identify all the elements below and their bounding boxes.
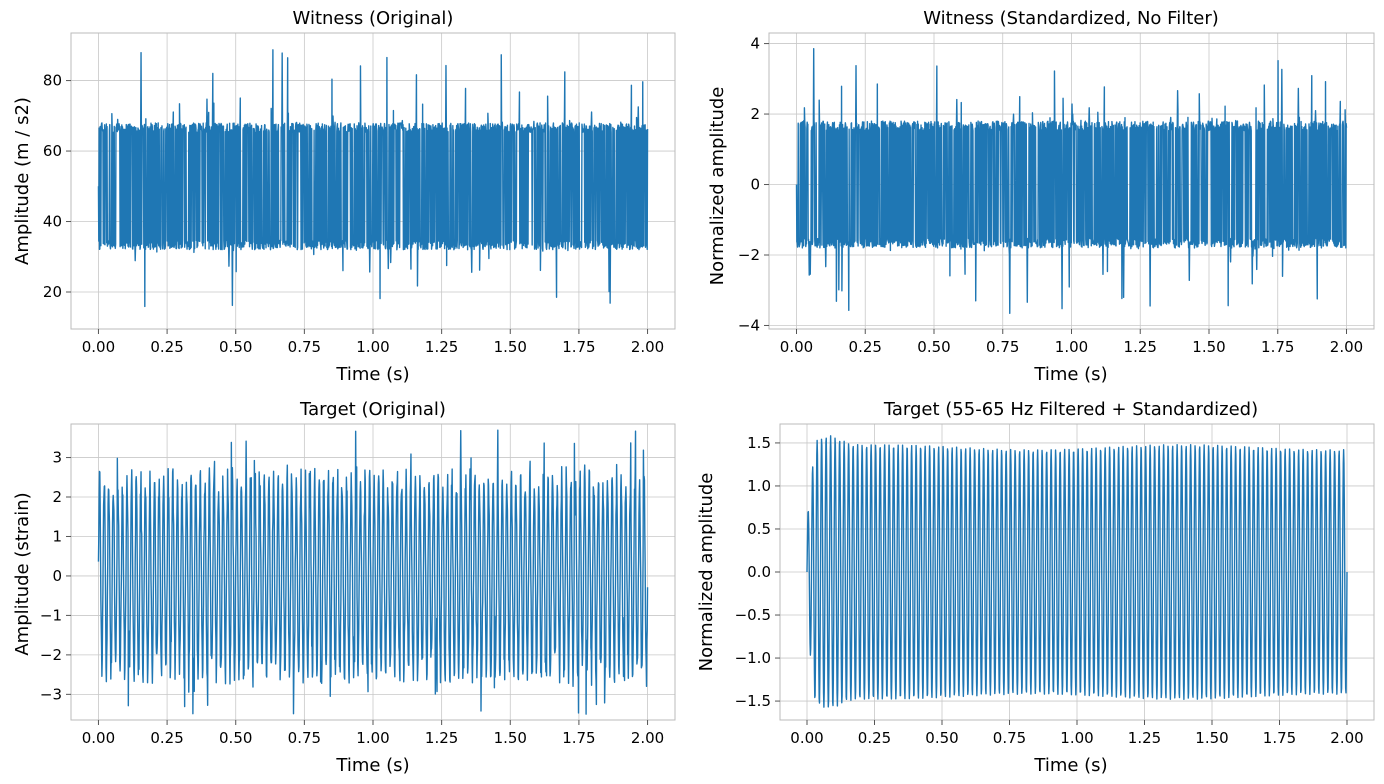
x-tick-label: 0.75 xyxy=(993,729,1026,747)
y-tick-label: 0.0 xyxy=(747,563,771,581)
x-tick-label: 0.50 xyxy=(917,338,950,356)
x-tick-label: 1.50 xyxy=(1192,338,1225,356)
x-tick-label: 0.75 xyxy=(986,338,1019,356)
x-tick-label: 1.75 xyxy=(1261,338,1294,356)
x-axis-label: Time (s) xyxy=(335,755,409,776)
series-line xyxy=(795,48,1348,315)
chart-witness-original: Witness (Original) Time (s) Amplitude (m… xyxy=(12,8,676,385)
x-tick-label: 1.50 xyxy=(1195,729,1228,747)
y-tick-label: 4 xyxy=(750,35,760,53)
y-tick-label: 0 xyxy=(750,176,760,194)
chart-target-filtered: Target (55-65 Hz Filtered + Standardized… xyxy=(696,399,1375,776)
y-tick-label: −1.0 xyxy=(735,649,771,667)
x-tick-label: 2.00 xyxy=(1330,338,1363,356)
x-tick-label: 0.50 xyxy=(219,729,252,747)
series-line xyxy=(806,435,1348,708)
chart-title: Target (Original) xyxy=(299,399,446,420)
y-tick-label: 40 xyxy=(43,213,62,231)
x-axis-label: Time (s) xyxy=(1033,755,1107,776)
x-tick-label: 2.00 xyxy=(631,729,664,747)
y-tick-label: 2 xyxy=(750,105,760,123)
chart-title: Witness (Standardized, No Filter) xyxy=(923,8,1219,29)
y-axis-label: Amplitude (m / s2) xyxy=(12,97,33,265)
x-tick-label: 0.00 xyxy=(82,338,115,356)
y-tick-label: 80 xyxy=(43,72,62,90)
x-tick-label: 0.75 xyxy=(288,729,321,747)
x-tick-label: 0.25 xyxy=(150,729,183,747)
y-tick-label: 1.0 xyxy=(747,477,771,495)
series-line xyxy=(97,429,649,715)
y-tick-label: −2 xyxy=(738,246,760,264)
x-tick-label: 0.50 xyxy=(219,338,252,356)
x-tick-label: 1.75 xyxy=(562,338,595,356)
y-tick-label: 3 xyxy=(52,449,62,467)
series-line xyxy=(97,49,649,308)
x-axis-label: Time (s) xyxy=(335,364,409,385)
chart-title: Witness (Original) xyxy=(293,8,454,29)
x-tick-label: 1.25 xyxy=(425,338,458,356)
y-axis-label: Normalized amplitude xyxy=(707,87,728,286)
x-tick-label: 1.00 xyxy=(1055,338,1088,356)
x-tick-label: 1.75 xyxy=(1263,729,1296,747)
y-tick-label: 1 xyxy=(52,527,62,545)
y-tick-label: 20 xyxy=(43,283,62,301)
x-tick-label: 1.75 xyxy=(562,729,595,747)
y-axis-label: Normalized amplitude xyxy=(696,473,717,672)
x-tick-label: 2.00 xyxy=(1330,729,1363,747)
x-tick-label: 1.25 xyxy=(425,729,458,747)
x-tick-label: 1.00 xyxy=(356,338,389,356)
y-tick-label: 0 xyxy=(52,567,62,585)
chart-target-original: Target (Original) Time (s) Amplitude (st… xyxy=(12,399,676,776)
x-tick-label: 0.25 xyxy=(858,729,891,747)
y-tick-label: −2 xyxy=(40,646,62,664)
x-tick-label: 0.00 xyxy=(790,729,823,747)
x-tick-label: 1.00 xyxy=(1060,729,1093,747)
y-tick-label: −3 xyxy=(40,685,62,703)
y-tick-label: 2 xyxy=(52,488,62,506)
y-tick-label: 0.5 xyxy=(747,520,771,538)
x-tick-label: 1.00 xyxy=(356,729,389,747)
y-tick-label: 1.5 xyxy=(747,434,771,452)
chart-witness-standardized: Witness (Standardized, No Filter) Time (… xyxy=(707,8,1375,385)
x-tick-label: 0.25 xyxy=(150,338,183,356)
x-tick-label: 1.50 xyxy=(494,729,527,747)
y-tick-label: −4 xyxy=(738,316,760,334)
y-tick-label: −1 xyxy=(40,606,62,624)
x-tick-label: 2.00 xyxy=(631,338,664,356)
x-axis-label: Time (s) xyxy=(1033,364,1107,385)
x-tick-label: 0.00 xyxy=(780,338,813,356)
y-tick-label: 60 xyxy=(43,142,62,160)
x-tick-label: 1.25 xyxy=(1124,338,1157,356)
x-tick-label: 0.25 xyxy=(849,338,882,356)
x-tick-label: 0.50 xyxy=(925,729,958,747)
y-tick-label: −0.5 xyxy=(735,606,771,624)
x-tick-label: 0.00 xyxy=(82,729,115,747)
chart-title: Target (55-65 Hz Filtered + Standardized… xyxy=(883,399,1258,420)
x-tick-label: 1.50 xyxy=(494,338,527,356)
x-tick-label: 0.75 xyxy=(288,338,321,356)
y-tick-label: −1.5 xyxy=(735,692,771,710)
y-axis-label: Amplitude (strain) xyxy=(12,492,33,655)
x-tick-label: 1.25 xyxy=(1128,729,1161,747)
